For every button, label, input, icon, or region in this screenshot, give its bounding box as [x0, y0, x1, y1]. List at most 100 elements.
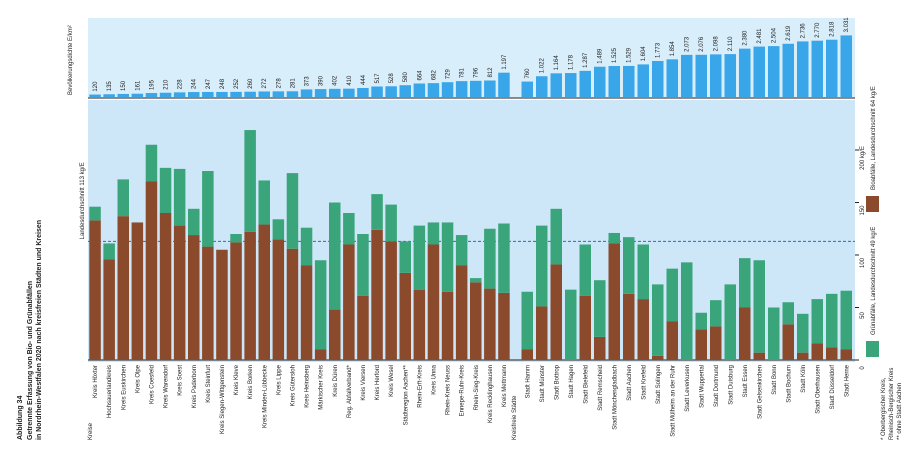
x-tick-label: Kreis Düren: [333, 365, 339, 397]
density-bar: [216, 91, 228, 97]
density-bar: [385, 86, 397, 97]
density-label: 1.525: [612, 47, 618, 63]
density-label: 3.031: [844, 17, 850, 33]
density-bar: [314, 89, 327, 97]
x-tick-label: Stadt Krefeld: [641, 365, 647, 400]
bar-segment: [117, 216, 129, 360]
x-tick-label: Stadt Wuppertal: [699, 365, 705, 408]
bar-segment: [782, 302, 794, 325]
x-tick-label: Rhein-Kreis Neuss: [446, 365, 452, 415]
density-bar: [637, 64, 649, 97]
bar-segment: [272, 219, 285, 240]
bar-segment: [484, 288, 496, 360]
bar-segment: [695, 312, 707, 330]
bar-segment: [753, 260, 765, 353]
bar-segment: [455, 235, 468, 266]
bar-segment: [300, 227, 313, 266]
density-bar: [623, 65, 635, 97]
density-label: 410: [347, 75, 353, 86]
density-label: 2.818: [830, 21, 836, 37]
legend-swatch: [866, 341, 879, 357]
bar-segment: [131, 222, 144, 360]
bar-segment: [357, 234, 369, 296]
bar-segment: [343, 213, 355, 245]
x-tick-label: Stadt Bielefeld: [583, 365, 589, 404]
bar-segment: [173, 168, 186, 226]
bar-segment: [188, 208, 200, 236]
density-bar: [652, 60, 664, 97]
bar-segment: [202, 171, 214, 247]
x-tick-label: Kreis Olpe: [135, 364, 141, 393]
bar-segment: [623, 293, 635, 360]
density-label: 1.529: [627, 47, 633, 63]
bar-segment: [300, 265, 313, 360]
bar-segment: [811, 343, 823, 360]
x-tick-label: Stadt Köln: [801, 365, 807, 393]
density-label: 1.022: [540, 58, 546, 74]
density-bar: [427, 83, 440, 97]
density-label: 402: [333, 75, 339, 86]
bar-segment: [455, 265, 468, 360]
x-tick-label: Stadt Remscheid: [598, 365, 604, 411]
density-label: 210: [164, 79, 170, 90]
group-label: Kreisfreie Städte: [512, 395, 518, 440]
bar-segment: [840, 290, 852, 350]
bar-segment: [536, 225, 548, 307]
bar-segment: [413, 225, 426, 290]
y-tick-label: 200 kg/E: [860, 146, 866, 170]
x-tick-label: Stadt Herne: [844, 364, 850, 397]
density-bar: [565, 73, 577, 97]
x-tick-label: Kreis Warendorf: [164, 365, 170, 408]
bar-segment: [244, 130, 256, 232]
footnote: * Oberbergischer Kreis,: [881, 377, 887, 440]
density-bar: [536, 76, 548, 97]
bar-segment: [782, 324, 794, 360]
density-bar: [413, 83, 426, 97]
bar-segment: [470, 282, 482, 360]
density-bar: [117, 93, 129, 97]
density-label: 260: [248, 78, 254, 89]
bar-segment: [470, 278, 482, 283]
density-label: 729: [446, 69, 452, 80]
density-label: 278: [276, 78, 282, 89]
group-label: Kreise: [88, 422, 94, 440]
x-tick-label: Stadt Solingen: [656, 365, 662, 404]
x-tick-label: Kreis Euskirchen: [121, 365, 127, 410]
bar-segment: [173, 225, 186, 360]
bar-segment: [652, 355, 664, 360]
density-bar: [666, 59, 678, 97]
bar-segment: [343, 244, 355, 360]
x-tick-label: Stadt Hamm: [525, 365, 531, 398]
x-tick-label: Stadt Bochum: [786, 365, 792, 403]
x-tick-label: Stadt Leverkusen: [685, 365, 691, 412]
bar-segment: [826, 293, 838, 348]
bar-segment: [427, 244, 440, 360]
x-tick-label: Kreis Borken: [248, 365, 254, 399]
density-bar: [145, 93, 158, 97]
x-tick-label: Stadt Aachen: [627, 365, 633, 401]
bar-segment: [103, 259, 115, 360]
density-label: 2.504: [772, 27, 778, 43]
density-label: 228: [178, 79, 184, 90]
density-bar: [579, 70, 591, 97]
bar-segment: [230, 242, 242, 360]
density-label: 2.481: [757, 28, 763, 44]
density-bar: [811, 40, 823, 97]
bar-segment: [498, 292, 510, 360]
density-bar: [550, 73, 562, 97]
x-tick-label: Kreis Herford: [375, 365, 381, 400]
x-tick-label: Kreis Minden-Lübbecke: [262, 364, 268, 428]
density-label: 281: [290, 78, 296, 89]
density-label: 664: [417, 70, 423, 81]
x-tick-label: Kreis Höxter: [93, 365, 99, 398]
density-bar: [202, 91, 214, 97]
y-tick-label: 50: [860, 312, 866, 319]
density-bar: [286, 91, 299, 97]
density-label: 1.604: [641, 46, 647, 62]
density-bar: [329, 88, 341, 97]
bar-segment: [286, 173, 299, 249]
bar-segment: [608, 243, 620, 360]
density-bar: [357, 87, 369, 97]
density-bar: [441, 82, 454, 97]
